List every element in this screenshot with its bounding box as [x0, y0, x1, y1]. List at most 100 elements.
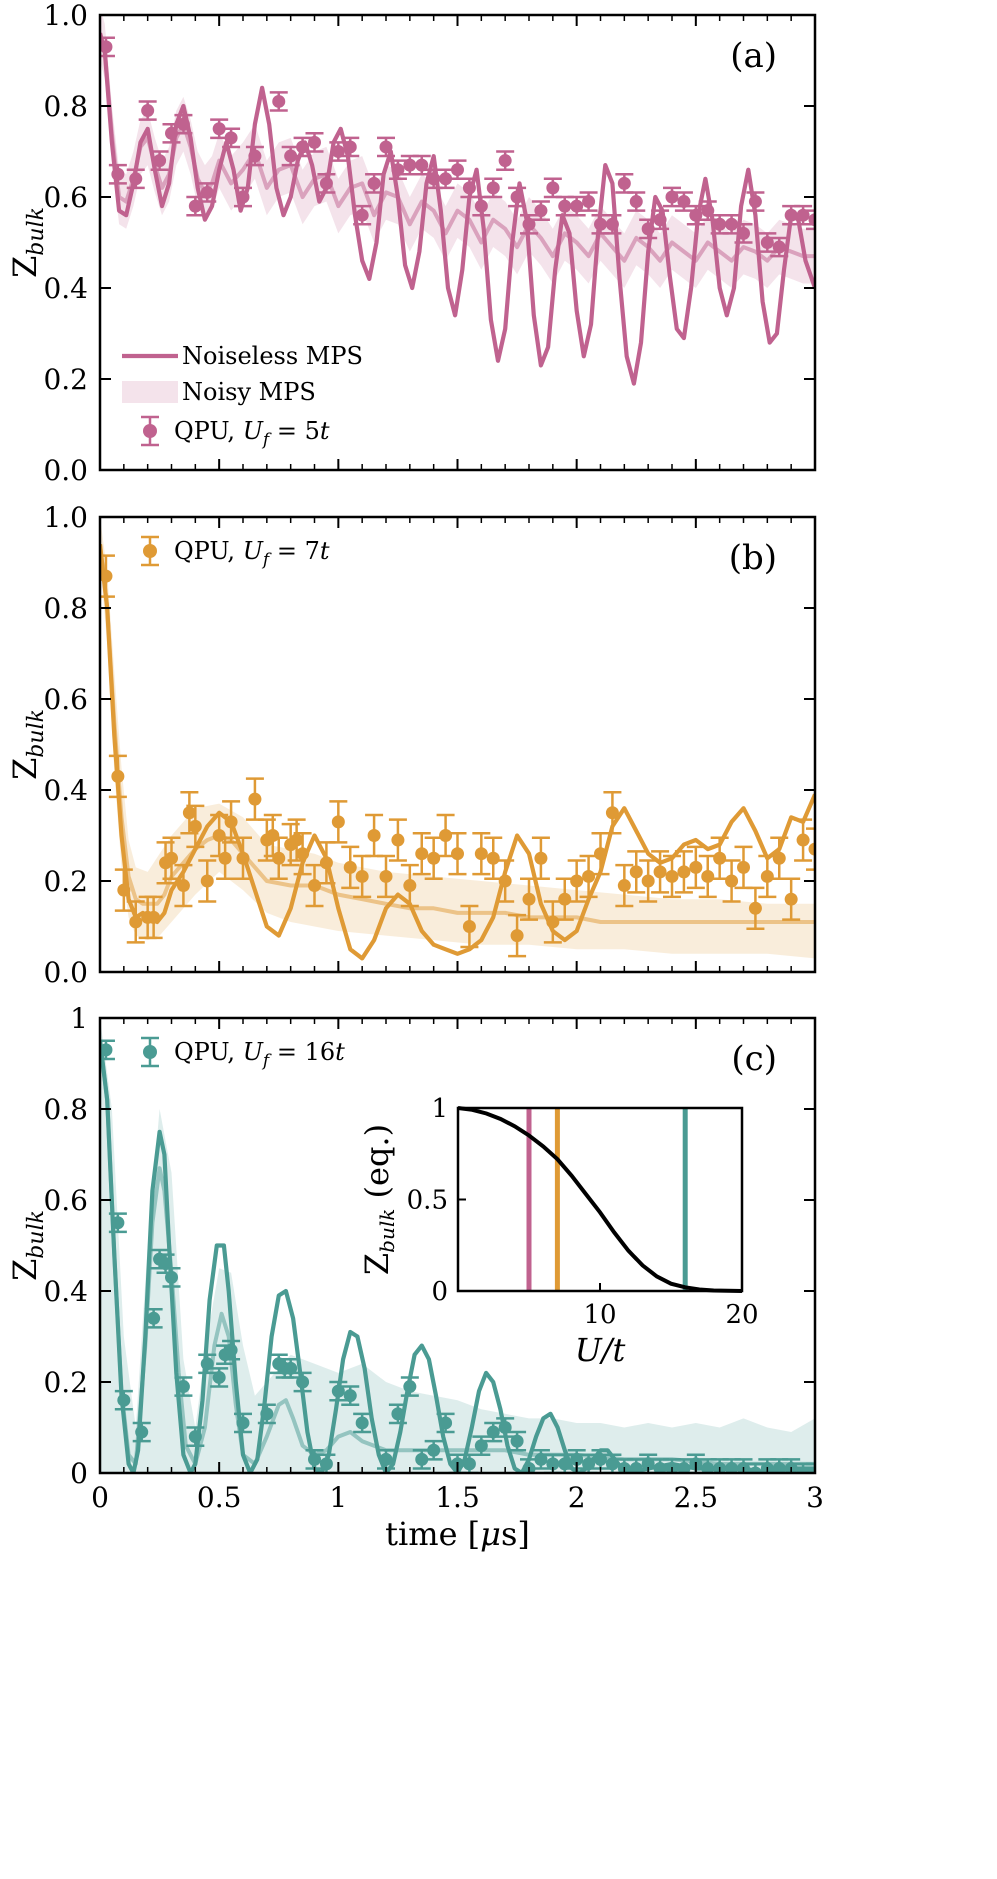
- qpu-marker: [534, 204, 548, 218]
- qpu-point: [341, 845, 360, 890]
- qpu-marker: [796, 833, 810, 847]
- qpu-point: [100, 554, 115, 598]
- qpu-marker: [236, 190, 250, 204]
- y-tick-label: 0.2: [43, 865, 88, 898]
- qpu-marker: [224, 1343, 238, 1357]
- qpu-marker: [308, 135, 321, 149]
- qpu-marker: [296, 1375, 310, 1389]
- legend-noisy-patch: [122, 381, 178, 403]
- x-axis-label-post: s]: [501, 1515, 530, 1553]
- qpu-point: [639, 859, 658, 903]
- legend-qpu-t: t: [320, 537, 330, 565]
- qpu-marker: [808, 1466, 815, 1473]
- qpu-marker: [129, 172, 143, 186]
- qpu-marker: [748, 901, 762, 915]
- qpu-point: [448, 831, 467, 876]
- qpu-marker: [331, 1384, 345, 1398]
- qpu-marker: [147, 910, 161, 924]
- qpu-marker: [266, 829, 280, 842]
- qpu-point: [341, 136, 360, 158]
- qpu-point: [377, 1449, 395, 1470]
- qpu-marker: [319, 856, 333, 870]
- noisy-mps-band: [100, 15, 815, 288]
- qpu-point: [782, 204, 801, 226]
- qpu-point: [186, 1426, 205, 1447]
- qpu-point: [234, 1412, 252, 1434]
- qpu-marker: [188, 1430, 202, 1444]
- qpu-point: [603, 1453, 622, 1473]
- qpu-marker: [212, 1370, 226, 1384]
- qpu-marker: [582, 195, 596, 209]
- legend-qpu-marker: [143, 544, 157, 558]
- qpu-marker: [534, 851, 548, 865]
- qpu-point: [734, 845, 753, 890]
- qpu-marker: [701, 1461, 715, 1473]
- qpu-marker: [415, 847, 429, 861]
- qpu-point: [770, 236, 789, 258]
- qpu-marker: [653, 865, 667, 879]
- panel-b: 0.0 0.2 0.4 0.6 0.8 1.0 Zbulk (b) QPU, Uf = 7t: [6, 501, 817, 989]
- qpu-marker: [641, 1457, 655, 1471]
- noisy-mps-mean-line: [100, 1040, 815, 1466]
- x-tick-label: 3: [806, 1481, 824, 1514]
- qpu-marker: [403, 1380, 417, 1394]
- qpu-marker: [343, 860, 357, 874]
- panel-a: 0.0 0.2 0.4 0.6 0.8 1.0 Zbulk (a) Noiseless MPS N…: [6, 0, 817, 487]
- legend-qpu-var: U: [243, 1038, 264, 1066]
- qpu-marker: [760, 869, 774, 883]
- qpu-marker: [629, 1461, 643, 1473]
- qpu-point: [722, 859, 741, 903]
- qpu-point: [269, 836, 288, 880]
- qpu-point: [353, 204, 372, 226]
- qpu-point: [186, 195, 205, 217]
- qpu-marker: [147, 1311, 161, 1325]
- y-tick-label: 0.6: [43, 1184, 88, 1217]
- qpu-marker: [224, 131, 238, 145]
- qpu-point: [579, 1453, 598, 1473]
- legend-qpu-label: QPU, Uf = 7t: [174, 537, 330, 570]
- qpu-marker: [629, 195, 643, 209]
- qpu-point: [377, 136, 395, 158]
- inset-y-label-tail: (eq.): [358, 1124, 396, 1209]
- qpu-marker: [796, 1466, 810, 1473]
- qpu-point: [329, 1380, 348, 1402]
- qpu-point: [317, 173, 336, 194]
- qpu-marker: [427, 172, 441, 186]
- qpu-marker: [355, 1416, 369, 1430]
- qpu-marker: [725, 874, 739, 888]
- qpu-marker: [760, 236, 774, 249]
- qpu-marker: [808, 842, 815, 856]
- qpu-marker: [331, 815, 345, 829]
- qpu-marker: [474, 199, 488, 213]
- qpu-marker: [331, 145, 345, 158]
- x-tick-label: 2: [568, 1481, 586, 1514]
- qpu-marker: [546, 915, 560, 929]
- qpu-marker: [319, 1457, 333, 1471]
- noiseless-mps-line: [100, 32, 815, 386]
- qpu-marker: [100, 1043, 113, 1057]
- qpu-marker: [772, 240, 786, 254]
- qpu-marker: [111, 167, 125, 181]
- qpu-point: [263, 813, 282, 858]
- qpu-marker: [605, 806, 619, 820]
- legend-qpu-prefix: QPU,: [174, 537, 243, 565]
- qpu-point: [114, 1389, 133, 1411]
- inset-x-axis-label: U/t: [575, 1331, 626, 1369]
- qpu-point: [663, 854, 681, 899]
- qpu-point: [758, 232, 777, 253]
- qpu-marker: [248, 149, 262, 163]
- qpu-marker: [522, 892, 536, 906]
- inset-background: [458, 1108, 742, 1291]
- panel-label: (c): [731, 1039, 777, 1079]
- qpu-point: [132, 1421, 151, 1443]
- x-axis-label-pre: time [: [385, 1515, 480, 1553]
- qpu-marker: [117, 883, 131, 897]
- y-axis-label-sub: bulk: [24, 1210, 49, 1259]
- qpu-marker: [558, 1457, 572, 1471]
- qpu-point: [126, 168, 145, 190]
- qpu-marker: [462, 920, 476, 933]
- qpu-point: [710, 836, 729, 880]
- qpu-marker: [165, 1270, 178, 1284]
- qpu-point: [746, 886, 765, 931]
- inset-x-tick-label: 10: [583, 1300, 616, 1330]
